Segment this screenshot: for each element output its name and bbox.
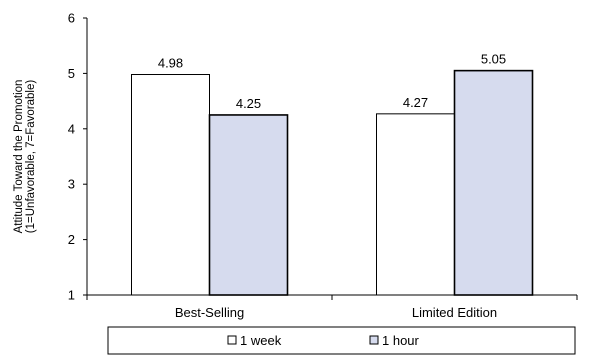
legend-label: 1 hour (382, 333, 420, 348)
legend-swatch (227, 335, 237, 345)
bar-1-week-best-selling (131, 74, 210, 296)
y-tick-label: 4 (68, 121, 75, 136)
legend-swatch (369, 335, 379, 345)
y-axis-title-text: Attitude Toward the Promotion(1=Unfavora… (13, 80, 37, 234)
bar-1-hour-best-selling (208, 114, 289, 296)
y-tick-label: 2 (68, 232, 75, 247)
data-label: 5.05 (481, 52, 506, 67)
x-category-label: Best-Selling (175, 305, 244, 320)
y-axis-title: Attitude Toward the Promotion(1=Unfavora… (13, 80, 37, 234)
x-axis: Best-Selling Limited Edition (86, 294, 578, 320)
data-label: 4.98 (158, 56, 183, 71)
legend-label: 1 week (240, 333, 282, 348)
y-tick-label: 1 (68, 288, 75, 303)
y-axis-title-line: (1=Unfavorable, 7=Favorable) (25, 80, 37, 234)
y-tick-label: 6 (68, 11, 75, 26)
legend: 1 week 1 hour (107, 326, 576, 355)
legend-box (107, 326, 576, 355)
data-label: 4.25 (236, 96, 261, 111)
bar-1-week-limited-edition (376, 113, 455, 296)
bar-1-hour-limited-edition (453, 69, 534, 296)
bars (131, 69, 534, 296)
y-axis: 1 2 3 4 5 6 (68, 11, 88, 303)
x-category-label: Limited Edition (412, 305, 497, 320)
data-labels: 4.98 4.25 4.27 5.05 (158, 52, 506, 111)
y-tick-label: 3 (68, 177, 75, 192)
data-label: 4.27 (403, 95, 428, 110)
y-tick-label: 5 (68, 66, 75, 81)
y-axis-title-line: Attitude Toward the Promotion (13, 80, 25, 234)
